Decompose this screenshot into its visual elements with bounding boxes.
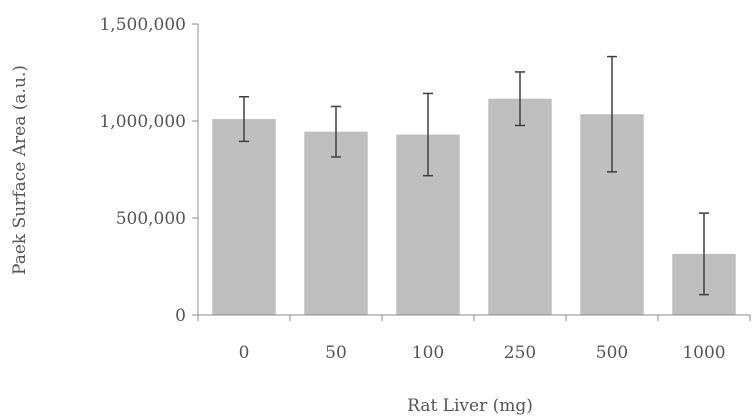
- x-tick-label: 250: [504, 343, 536, 363]
- y-tick-label: 1,500,000: [99, 15, 186, 35]
- x-axis-ticks: 0 50 100 250 500 1000: [197, 315, 751, 363]
- x-tick-label: 50: [325, 343, 347, 363]
- bars-group: [212, 98, 736, 316]
- bar-50: [304, 131, 368, 315]
- error-bar-250: [515, 71, 525, 127]
- bar-0: [212, 119, 276, 315]
- x-tick-label: 500: [596, 343, 628, 363]
- y-axis-title: Paek Surface Area (a.u.): [10, 65, 30, 275]
- error-bar-1000: [699, 212, 709, 296]
- y-axis-ticks: 0 500,000 1,000,000 1,500,000: [99, 15, 198, 326]
- bar-250: [488, 98, 552, 315]
- error-bar-100: [423, 92, 433, 177]
- error-bar-50: [331, 105, 341, 158]
- y-tick-label: 1,000,000: [99, 112, 186, 132]
- error-bars-group: [239, 55, 709, 296]
- x-axis-title: Rat Liver (mg): [407, 396, 533, 416]
- y-tick-label: 500,000: [116, 209, 186, 229]
- error-bar-0: [239, 96, 249, 143]
- x-tick-label: 1000: [682, 343, 725, 363]
- y-tick-label: 0: [175, 306, 186, 326]
- x-tick-label: 100: [412, 343, 444, 363]
- error-bar-500: [607, 55, 617, 173]
- x-tick-label: 0: [239, 343, 250, 363]
